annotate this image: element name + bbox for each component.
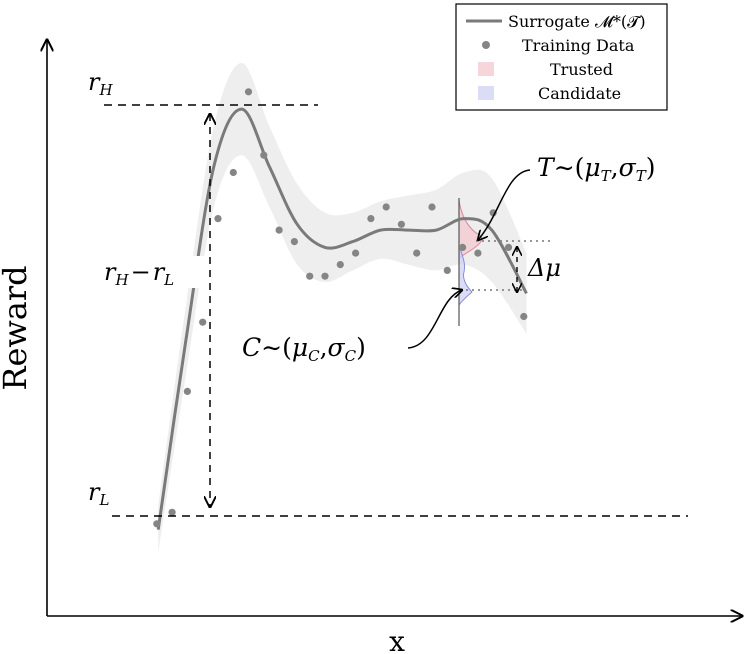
training-point [504,243,513,251]
training-point [229,168,237,177]
training-point [290,238,298,246]
r-low-label: rL [88,478,109,509]
training-point [153,520,161,528]
training-point [474,249,482,257]
legend-candidate-label: Candidate [538,84,621,103]
surrogate-curve [156,107,528,530]
training-point [443,266,451,274]
training-point [183,387,191,395]
r-high-label: rH [88,68,113,99]
training-point [321,272,329,280]
trusted-distribution [458,199,483,259]
training-point [260,151,268,159]
trusted-distribution-label: T∼(μT,σT) [537,153,655,185]
range-label-backdrop [100,256,204,288]
training-point [352,249,360,257]
training-point [168,508,176,516]
training-point [397,220,405,228]
training-point [214,215,222,223]
training-point [413,249,421,257]
delta-mu-label: Δμ [527,254,561,282]
surrogate-uncertainty-band [158,63,527,553]
candidate-distribution-label: C∼(μC,σC) [242,333,366,365]
y-axis-label: Reward [0,265,34,390]
training-point [367,215,375,223]
training-point [459,243,467,251]
legend-surrogate-label: Surrogate 𝓜*(𝓣) [508,12,646,31]
legend-training-swatch [482,41,490,49]
training-point [382,203,390,211]
training-point [428,203,436,211]
training-point [244,88,253,96]
legend-training-label: Training Data [522,36,635,55]
legend-candidate-swatch [478,86,494,100]
training-point [520,312,528,321]
training-point [336,261,344,269]
legend-trusted-label: Trusted [550,60,613,79]
legend: Surrogate 𝓜*(𝓣) Training Data Trusted Ca… [455,3,668,111]
training-point [275,226,283,234]
training-point [489,209,497,217]
legend-trusted-swatch [478,62,494,76]
candidate-pointer-arrow [407,290,462,349]
training-point [199,318,207,326]
reward-range-label: rH−rL [104,258,174,289]
trusted-pointer-arrow [478,169,531,240]
x-axis-label: x [389,625,405,654]
training-point [306,272,314,280]
